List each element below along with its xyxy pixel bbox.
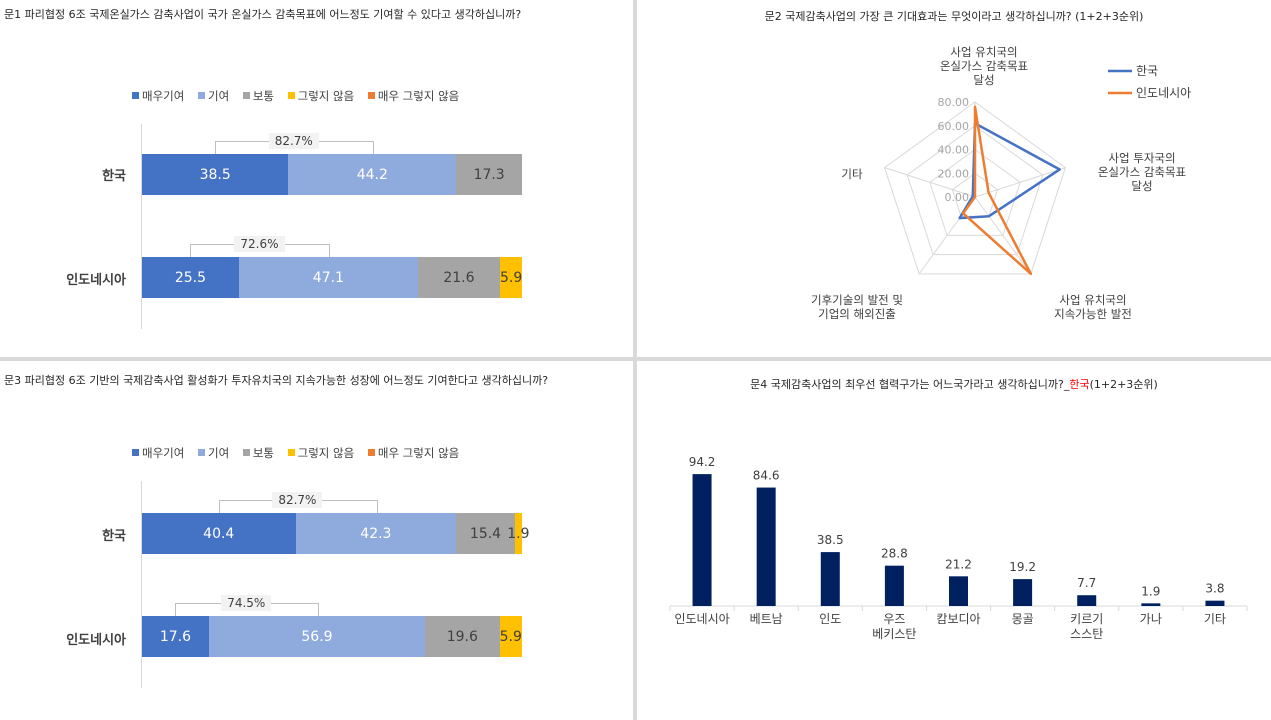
column-category-label: 키르기 스스탄 (1070, 612, 1103, 641)
radar-tick-label: 60.00 (938, 120, 970, 133)
bar-segment: 47.1 (238, 257, 418, 298)
q1-category-label: 한국 (102, 169, 126, 184)
bar-segment: 15.4 (456, 513, 515, 554)
q1-axis (141, 124, 142, 329)
q3-title: 문3 파리협정 6조 기반의 국제감축사업 활성화가 투자유치국의 지속가능한 … (4, 374, 549, 387)
q1-title: 문1 파리협정 6조 국제온실가스 감축사업이 국가 온실가스 감축목표에 어느… (4, 8, 522, 21)
legend-item: 매우 그렇지 않음 (367, 445, 459, 461)
column-category-label: 몽골 (1012, 612, 1034, 626)
column-category-label: 우즈 베키스탄 (872, 612, 916, 641)
radar-series-1 (961, 105, 1033, 276)
column-bar (756, 487, 776, 606)
column-value-label: 3.8 (1205, 582, 1224, 596)
q1-category-label: 인도네시아 (66, 273, 126, 288)
column-value-label: 21.2 (945, 557, 972, 571)
column-category-label: 가나 (1140, 612, 1162, 626)
legend-item: 기여 (197, 445, 229, 461)
bar-segment: 17.6 (142, 616, 209, 657)
radar-axis-label: 기타 (841, 167, 863, 181)
column-bar (1013, 579, 1033, 606)
q2-radar-chart: 0.00 20.00 40.00 60.00 80.00 사업 유치국의 온실가스 감축목표… (811, 45, 1191, 321)
radar-series-0 (958, 122, 1061, 220)
column-value-label: 38.5 (817, 533, 844, 547)
radar-axis-label: 사업 투자국의 온실가스 감축목표 달성 (1098, 151, 1186, 193)
radar-legend-label: 한국 (1136, 64, 1158, 78)
bar-segment: 21.6 (417, 257, 500, 298)
bar-segment: 44.2 (288, 154, 457, 195)
bar-segment: 56.9 (208, 616, 426, 657)
q2-title: 문2 국제감축사업의 가장 큰 기대효과는 무엇이라고 생각하십니까? (1+2… (764, 10, 1144, 23)
bracket-label: 74.5% (221, 595, 272, 611)
q3-category-label: 인도네시아 (66, 633, 126, 648)
legend-item: 기여 (197, 88, 229, 104)
column-bar (1141, 603, 1161, 606)
column-value-label: 84.6 (753, 469, 780, 483)
legend-item: 매우 그렇지 않음 (367, 88, 459, 104)
q3-legend: 매우기여 기여 보통 그렇지 않음 매우 그렇지 않음 (132, 445, 469, 461)
radar-tick-label: 80.00 (938, 96, 970, 109)
column-value-label: 7.7 (1077, 576, 1096, 590)
radar-spoke (974, 196, 1032, 275)
horizontal-divider (0, 357, 1271, 361)
column-category-label: 인도네시아 (674, 612, 729, 626)
column-bar (820, 552, 840, 606)
radar-axis-label: 사업 유치국의 온실가스 감축목표 달성 (940, 45, 1028, 87)
bar-segment: 19.6 (425, 616, 500, 657)
radar-spoke (974, 167, 1066, 198)
column-category-label: 베트남 (750, 612, 783, 626)
bar-segment: 1.9 (507, 513, 530, 554)
q3-panel: 문3 파리협정 6조 기반의 국제감축사업 활성화가 투자유치국의 지속가능한 … (0, 361, 633, 720)
bar-segment: 17.3 (456, 154, 522, 195)
legend-item: 그렇지 않음 (287, 88, 354, 104)
bar-segment: 40.4 (142, 513, 296, 554)
radar-tick-label: 20.00 (938, 167, 970, 180)
radar-grid-ring (906, 125, 1044, 256)
q1-legend: 매우기여 기여 보통 그렇지 않음 매우 그렇지 않음 (132, 88, 469, 104)
q1-panel: 문1 파리협정 6조 국제온실가스 감축사업이 국가 온실가스 감축목표에 어느… (0, 0, 633, 357)
q4-title-suffix: (1+2+3순위) (1089, 378, 1158, 391)
column-value-label: 19.2 (1009, 560, 1036, 574)
q4-title-red: 한국 (1069, 378, 1090, 391)
bar-segment: 5.9 (499, 257, 523, 298)
column-bar (1077, 595, 1097, 606)
q4-title-prefix: 문4 국제감축사업의 최우선 협력구가는 어느국가라고 생각하십니까?_ (750, 378, 1070, 391)
column-value-label: 28.8 (881, 547, 908, 561)
legend-item: 그렇지 않음 (287, 445, 354, 461)
bar-segment: 42.3 (295, 513, 457, 554)
radar-grid-ring (884, 101, 1066, 275)
q2-panel: 문2 국제감축사업의 가장 큰 기대효과는 무엇이라고 생각하십니까? (1+2… (637, 0, 1271, 357)
column-category-label: 기타 (1204, 612, 1226, 626)
radar-legend-label: 인도네시아 (1136, 86, 1191, 100)
column-value-label: 1.9 (1141, 584, 1160, 598)
column-bar (692, 474, 712, 606)
radar-spoke (884, 167, 976, 198)
bar-segment: 25.5 (142, 257, 239, 298)
column-value-label: 94.2 (689, 455, 716, 469)
column-category-label: 인도 (819, 612, 841, 626)
legend-item: 보통 (242, 88, 274, 104)
legend-item: 매우기여 (132, 445, 184, 461)
bar-segment: 38.5 (142, 154, 289, 195)
radar-tick-label: 0.00 (945, 191, 970, 204)
bar-segment: 5.9 (499, 616, 522, 657)
radar-grid-ring (929, 148, 1021, 236)
legend-item: 보통 (242, 445, 274, 461)
q3-category-label: 한국 (102, 529, 126, 544)
column-bar (1205, 600, 1225, 606)
radar-axis-label: 기후기술의 발전 및 기업의 해외진출 (811, 293, 903, 321)
bracket-label: 72.6% (234, 236, 285, 252)
legend-item: 매우기여 (132, 88, 184, 104)
column-bar (949, 576, 968, 606)
q4-title: 문4 국제감축사업의 최우선 협력구가는 어느국가라고 생각하십니까?_한국(1… (637, 378, 1271, 392)
bracket-label: 82.7% (268, 133, 319, 149)
column-bar (884, 565, 904, 606)
bracket-label: 82.7% (272, 492, 323, 508)
q3-axis (141, 481, 142, 688)
column-category-label: 캄보디아 (936, 612, 980, 626)
radar-axis-label: 사업 유치국의 지속가능한 발전 (1054, 293, 1132, 321)
q4-column-chart: 94.2 인도네시아 84.6 베트남 38.5 인도 28.8 우즈 베키스탄 21.2 캄보디아… (669, 455, 1248, 641)
q4-panel: 문4 국제감축사업의 최우선 협력구가는 어느국가라고 생각하십니까?_한국(1… (637, 361, 1271, 720)
radar-tick-label: 40.00 (938, 144, 970, 157)
